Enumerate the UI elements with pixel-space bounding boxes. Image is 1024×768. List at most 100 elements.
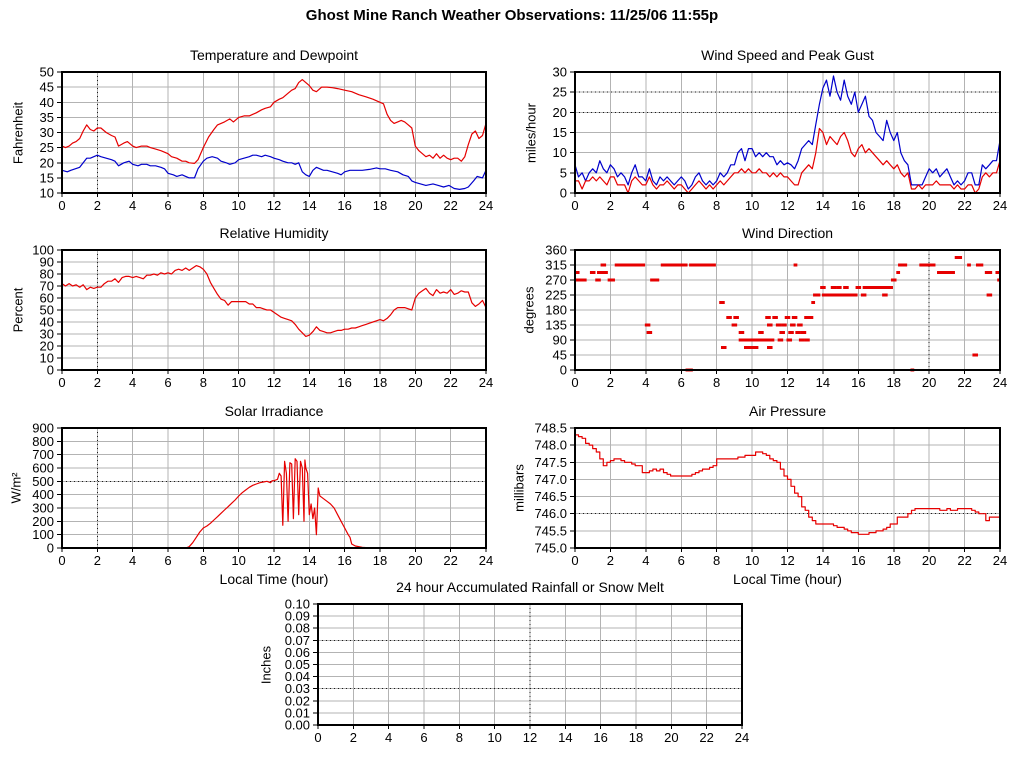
svg-text:0.04: 0.04 (285, 669, 310, 684)
svg-text:0.01: 0.01 (285, 705, 310, 720)
svg-text:16: 16 (337, 553, 351, 568)
svg-text:2: 2 (607, 375, 614, 390)
svg-text:270: 270 (545, 273, 567, 288)
svg-text:24: 24 (479, 553, 493, 568)
svg-text:22: 22 (443, 198, 457, 213)
svg-text:747.0: 747.0 (534, 472, 567, 487)
chart-title: 24 hour Accumulated Rainfall or Snow Mel… (396, 579, 664, 595)
svg-text:15: 15 (40, 170, 54, 185)
svg-text:90: 90 (553, 333, 567, 348)
x-axis-label: Local Time (hour) (219, 571, 329, 587)
svg-text:2: 2 (607, 553, 614, 568)
svg-text:24: 24 (735, 730, 749, 745)
svg-text:15: 15 (553, 125, 567, 140)
svg-text:16: 16 (851, 375, 865, 390)
y-axis-label: degrees (521, 286, 537, 334)
svg-text:0.06: 0.06 (285, 645, 310, 660)
svg-text:12: 12 (267, 375, 281, 390)
svg-text:6: 6 (678, 553, 685, 568)
svg-text:0.08: 0.08 (285, 621, 310, 636)
page-title: Ghost Mine Ranch Weather Observations: 1… (305, 7, 719, 24)
svg-text:70: 70 (40, 279, 54, 294)
svg-text:0: 0 (314, 730, 321, 745)
svg-text:45: 45 (40, 80, 54, 95)
svg-text:10: 10 (745, 198, 759, 213)
svg-text:22: 22 (699, 730, 713, 745)
y-axis-label: Inches (258, 645, 274, 684)
relative-humidity-plot: 0 2 4 6 8 10 12 14 16 18 20 22 240102030405060708090… (32, 243, 493, 391)
svg-text:10: 10 (553, 145, 567, 160)
svg-text:6: 6 (678, 375, 685, 390)
svg-text:8: 8 (200, 553, 207, 568)
svg-text:50: 50 (40, 65, 54, 80)
svg-text:14: 14 (816, 553, 830, 568)
solar-irradiance-plot: 0 2 4 6 8 10 12 14 16 18 20 22 240100200300400500600… (32, 421, 493, 569)
svg-text:0.07: 0.07 (285, 633, 310, 648)
svg-text:0.02: 0.02 (285, 693, 310, 708)
svg-text:16: 16 (337, 198, 351, 213)
svg-text:18: 18 (373, 375, 387, 390)
svg-text:0: 0 (560, 363, 567, 378)
svg-text:16: 16 (851, 553, 865, 568)
svg-text:0: 0 (571, 375, 578, 390)
svg-text:22: 22 (957, 553, 971, 568)
svg-text:14: 14 (302, 375, 316, 390)
svg-text:50: 50 (40, 303, 54, 318)
svg-text:24: 24 (993, 553, 1007, 568)
svg-text:40: 40 (40, 315, 54, 330)
svg-text:12: 12 (780, 375, 794, 390)
svg-text:40: 40 (40, 95, 54, 110)
svg-text:12: 12 (267, 553, 281, 568)
svg-text:2: 2 (94, 198, 101, 213)
svg-text:18: 18 (373, 198, 387, 213)
svg-text:35: 35 (40, 110, 54, 125)
y-axis-label: miles/hour (523, 102, 539, 163)
svg-text:0.09: 0.09 (285, 609, 310, 624)
svg-text:10: 10 (231, 198, 245, 213)
svg-text:18: 18 (887, 375, 901, 390)
svg-text:360: 360 (545, 243, 567, 258)
svg-text:20: 20 (408, 375, 422, 390)
svg-text:0.05: 0.05 (285, 657, 310, 672)
svg-text:14: 14 (816, 375, 830, 390)
svg-text:22: 22 (443, 375, 457, 390)
chart-title: Wind Direction (741, 225, 834, 241)
svg-text:10: 10 (40, 351, 54, 366)
svg-text:8: 8 (713, 553, 720, 568)
svg-text:4: 4 (642, 375, 649, 390)
svg-text:14: 14 (302, 198, 316, 213)
svg-text:12: 12 (780, 198, 794, 213)
svg-text:0: 0 (560, 186, 567, 201)
svg-text:12: 12 (267, 198, 281, 213)
svg-text:10: 10 (231, 375, 245, 390)
svg-text:600: 600 (32, 461, 54, 476)
svg-text:4: 4 (642, 553, 649, 568)
svg-text:315: 315 (545, 258, 567, 273)
chart-accumulated-rainfall: 24 hour Accumulated Rainfall or Snow Mel… (259, 579, 750, 745)
svg-text:500: 500 (32, 474, 54, 489)
svg-text:2: 2 (94, 553, 101, 568)
chart-solar-irradiance: Solar Irradiance W/m² 0 2 4 6 8 10 12 14 16 18 20 2… (9, 403, 494, 587)
svg-text:12: 12 (780, 553, 794, 568)
svg-text:20: 20 (922, 375, 936, 390)
svg-text:30: 30 (553, 65, 567, 80)
svg-text:0: 0 (47, 363, 54, 378)
svg-text:25: 25 (553, 85, 567, 100)
svg-text:18: 18 (887, 198, 901, 213)
svg-text:0: 0 (58, 198, 65, 213)
svg-text:900: 900 (32, 421, 54, 436)
chart-air-pressure: Air Pressure millibars 0 2 4 6 8 10 12 14 16 18 20… (512, 403, 1008, 587)
svg-text:8: 8 (713, 375, 720, 390)
svg-text:10: 10 (487, 730, 501, 745)
svg-text:8: 8 (713, 198, 720, 213)
svg-text:100: 100 (32, 243, 54, 258)
chart-title: Solar Irradiance (224, 403, 324, 419)
chart-wind-direction: Wind Direction degrees 0 2 4 6 8 10 12 14 16 18 20… (522, 225, 1008, 390)
chart-title: Air Pressure (748, 403, 827, 419)
svg-text:0.10: 0.10 (285, 597, 310, 612)
svg-text:10: 10 (745, 553, 759, 568)
chart-title: Temperature and Dewpoint (189, 47, 359, 63)
svg-text:20: 20 (408, 198, 422, 213)
svg-text:24: 24 (479, 198, 493, 213)
